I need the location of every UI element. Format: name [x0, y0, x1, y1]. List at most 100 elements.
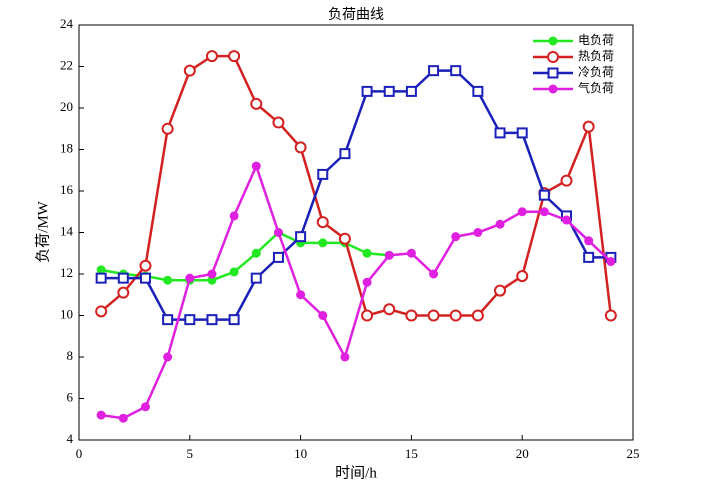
marker	[338, 232, 351, 245]
marker	[471, 309, 484, 322]
marker	[429, 269, 439, 279]
marker	[494, 127, 506, 139]
marker	[318, 238, 328, 248]
marker	[207, 269, 217, 279]
marker	[207, 275, 217, 285]
x-tick-label: 10	[294, 446, 307, 461]
marker	[96, 410, 106, 420]
y-tick-label: 10	[60, 306, 73, 321]
marker	[516, 127, 528, 139]
series-line	[100, 54, 613, 318]
marker	[340, 352, 350, 362]
legend-marker	[548, 36, 558, 46]
marker	[318, 311, 328, 320]
legend-marker	[547, 51, 559, 63]
y-tick-label: 22	[60, 57, 73, 72]
marker	[95, 305, 108, 318]
marker	[250, 272, 262, 284]
marker	[161, 122, 174, 135]
marker	[383, 85, 395, 97]
marker	[495, 219, 505, 229]
marker	[295, 231, 307, 243]
y-tick-label: 16	[60, 182, 74, 197]
marker	[361, 309, 374, 322]
marker	[117, 272, 129, 284]
y-tick-label: 4	[67, 431, 74, 446]
x-tick-label: 0	[76, 446, 83, 461]
marker	[205, 50, 218, 63]
marker	[228, 314, 240, 326]
marker	[362, 277, 372, 287]
y-tick-label: 14	[60, 223, 74, 238]
marker	[251, 248, 261, 258]
marker	[384, 250, 394, 260]
y-tick-label: 18	[60, 140, 73, 155]
marker	[163, 275, 173, 285]
legend-label: 冷负荷	[578, 65, 614, 79]
marker	[473, 228, 483, 237]
marker	[317, 168, 329, 180]
x-tick-label: 25	[627, 446, 640, 461]
marker	[139, 272, 151, 284]
marker	[251, 161, 261, 171]
marker	[139, 259, 152, 272]
marker	[406, 248, 416, 258]
marker	[163, 352, 173, 362]
marker	[272, 116, 285, 129]
marker	[162, 314, 174, 326]
series-line	[100, 162, 612, 420]
marker	[250, 97, 263, 110]
marker	[273, 228, 283, 237]
x-tick-label: 15	[405, 446, 418, 461]
marker	[494, 284, 507, 297]
marker	[229, 267, 239, 277]
marker	[296, 290, 306, 300]
marker	[583, 251, 595, 263]
marker	[562, 215, 572, 225]
y-tick-label: 12	[60, 265, 73, 280]
y-axis-label: 负荷/MW	[34, 200, 51, 263]
marker	[428, 65, 440, 77]
marker	[383, 303, 396, 316]
y-tick-label: 6	[67, 389, 74, 404]
marker	[560, 174, 573, 187]
marker	[451, 232, 461, 242]
y-tick-label: 24	[60, 16, 74, 31]
marker	[361, 85, 373, 97]
marker	[316, 216, 329, 229]
marker	[606, 257, 616, 267]
marker	[582, 120, 595, 133]
marker	[140, 402, 150, 412]
marker	[405, 85, 417, 97]
marker	[449, 309, 462, 322]
marker	[229, 211, 239, 221]
marker	[604, 309, 617, 322]
x-axis-label: 时间/h	[335, 464, 377, 481]
marker	[450, 65, 462, 77]
x-tick-label: 20	[516, 446, 529, 461]
marker	[185, 273, 195, 283]
marker	[228, 50, 241, 63]
y-tick-label: 20	[60, 99, 73, 114]
marker	[96, 265, 106, 275]
marker	[584, 236, 594, 246]
marker	[517, 207, 527, 217]
marker	[472, 85, 484, 97]
marker	[206, 314, 218, 326]
legend-label: 电负荷	[578, 33, 614, 47]
marker	[272, 251, 284, 263]
legend-marker	[548, 84, 558, 94]
marker	[183, 64, 196, 77]
chart-title: 负荷曲线	[328, 7, 384, 23]
marker	[117, 286, 130, 299]
legend-label: 气负荷	[578, 80, 614, 95]
marker	[118, 413, 128, 423]
legend-marker	[547, 67, 559, 79]
marker	[516, 270, 529, 283]
marker	[405, 309, 418, 322]
legend-label: 热负荷	[578, 49, 614, 63]
marker	[538, 189, 550, 201]
y-tick-label: 8	[67, 348, 74, 363]
